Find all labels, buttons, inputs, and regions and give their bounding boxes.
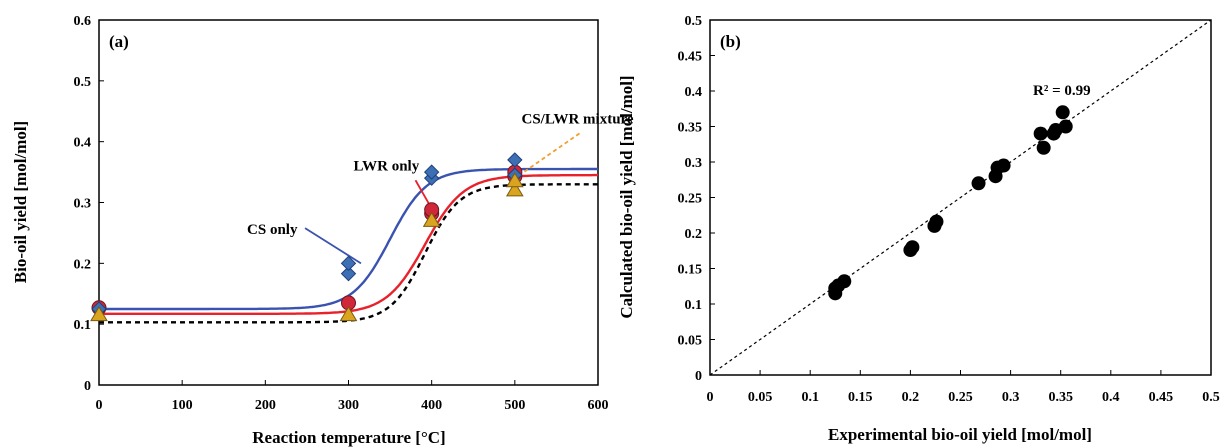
markers-a — [90, 152, 524, 322]
x-tick-label-b: 0.05 — [748, 390, 773, 405]
x-tick-label-a: 300 — [338, 398, 359, 413]
data-point — [905, 240, 920, 255]
x-tick-label-b: 0.25 — [948, 390, 973, 405]
y-tick-label-b: 0.5 — [685, 14, 703, 29]
y-tick-label-b: 0.4 — [685, 85, 703, 100]
y-ticks-b: 0 0.05 0.1 0.15 0.2 0.25 0.3 0.35 0.4 0.45 0.5 — [678, 14, 715, 384]
fit-curve-diamond — [99, 167, 598, 311]
data-point — [971, 176, 986, 191]
x-tick-label-b: 0.3 — [1002, 390, 1020, 405]
x-tick-label-a: 200 — [255, 398, 276, 413]
x-tick-label-b: 0.4 — [1102, 390, 1120, 405]
data-point — [1058, 119, 1073, 134]
data-point — [837, 274, 852, 289]
y-tick-label-a: 0.4 — [74, 136, 92, 151]
x-tick-label-a: 0 — [96, 398, 103, 413]
panel-a: 00.10.20.30.40.50.6 0 100 200 300 400 500 600 … — [11, 14, 634, 447]
y-tick-label-b: 0 — [695, 369, 702, 384]
data-point-diamond — [507, 152, 523, 168]
y-tick-label-a: 0.3 — [74, 197, 92, 212]
data-point-diamond — [340, 255, 357, 272]
y-tick-label-b: 0.35 — [678, 121, 703, 136]
annotation-label: CS only — [247, 222, 298, 238]
data-point — [1055, 105, 1070, 120]
x-tick-label-a: 600 — [588, 398, 609, 413]
data-point — [1036, 140, 1051, 155]
y-tick-label-a: 0.1 — [74, 318, 92, 333]
plot-area-a — [98, 19, 599, 386]
x-axis-title-b: Experimental bio-oil yield [mol/mol] — [828, 425, 1092, 444]
panel-b: 0 0.05 0.1 0.15 0.2 0.25 0.3 0.35 0.4 0.45 0.5 0 0.… — [617, 14, 1220, 444]
y-tick-label-b: 0.1 — [685, 298, 703, 313]
x-axis-title-a: Reaction temperature [°C] — [252, 428, 445, 447]
x-tick-label-a: 500 — [504, 398, 525, 413]
y-tick-label-a: 0.5 — [74, 75, 92, 90]
data-point-triangle — [422, 211, 441, 227]
y-tick-label-b: 0.45 — [678, 50, 703, 65]
y-ticks-a: 0 0.1 0.2 0.3 0.4 0.5 0.6 — [74, 14, 104, 394]
data-point-triangle — [90, 306, 108, 322]
r-squared-label: R² = 0.99 — [1033, 83, 1091, 99]
data-point — [996, 158, 1011, 173]
x-ticks-a: 0 100 200 300 400 500 600 — [96, 380, 609, 413]
annotations-a: CS only LWR only CS/LWR mixture — [247, 111, 634, 265]
x-tick-label-b: 0.5 — [1202, 390, 1220, 405]
y-tick-label-b: 0.2 — [685, 227, 703, 242]
parity-line — [709, 19, 1212, 376]
x-tick-label-b: 0 — [707, 390, 714, 405]
x-tick-label-b: 0.1 — [801, 390, 819, 405]
annotation-label: LWR only — [353, 158, 419, 174]
y-tick-label-b: 0.15 — [678, 263, 703, 278]
markers-b — [828, 105, 1073, 301]
x-tick-label-b: 0.15 — [848, 390, 873, 405]
y-tick-label-a: 0 — [84, 379, 91, 394]
x-tick-label-b: 0.35 — [1048, 390, 1073, 405]
x-tick-label-a: 400 — [421, 398, 442, 413]
y-tick-label-b: 0.05 — [678, 334, 703, 349]
data-point — [929, 214, 944, 229]
x-ticks-b: 0 0.05 0.1 0.15 0.2 0.25 0.3 0.35 0.4 0.45 0.5 — [707, 370, 1220, 405]
y-tick-label-b: 0.3 — [685, 156, 703, 171]
x-tick-label-b: 0.45 — [1149, 390, 1174, 405]
y-axis-title-b: Calculated bio-oil yield [mol/mol] — [617, 75, 636, 318]
panel-label-a: (a) — [109, 32, 129, 51]
y-tick-label-a: 0.6 — [74, 14, 92, 29]
annotation-label: CS/LWR mixture — [521, 111, 633, 127]
y-tick-label-a: 0.2 — [74, 257, 92, 272]
data-point-diamond — [423, 164, 440, 180]
x-tick-label-a: 100 — [172, 398, 193, 413]
data-point-triangle — [505, 172, 524, 188]
y-axis-title-a: Bio-oil yield [mol/mol] — [11, 121, 30, 283]
annotation-leader-line — [304, 227, 362, 265]
data-point — [1033, 126, 1048, 141]
data-point-diamond — [340, 265, 357, 282]
reference-line-b — [709, 19, 1212, 376]
panel-label-b: (b) — [720, 32, 741, 51]
data-point-triangle — [505, 181, 524, 197]
data-point-triangle — [339, 306, 358, 322]
y-tick-label-b: 0.25 — [678, 192, 703, 207]
x-tick-label-b: 0.2 — [902, 390, 920, 405]
